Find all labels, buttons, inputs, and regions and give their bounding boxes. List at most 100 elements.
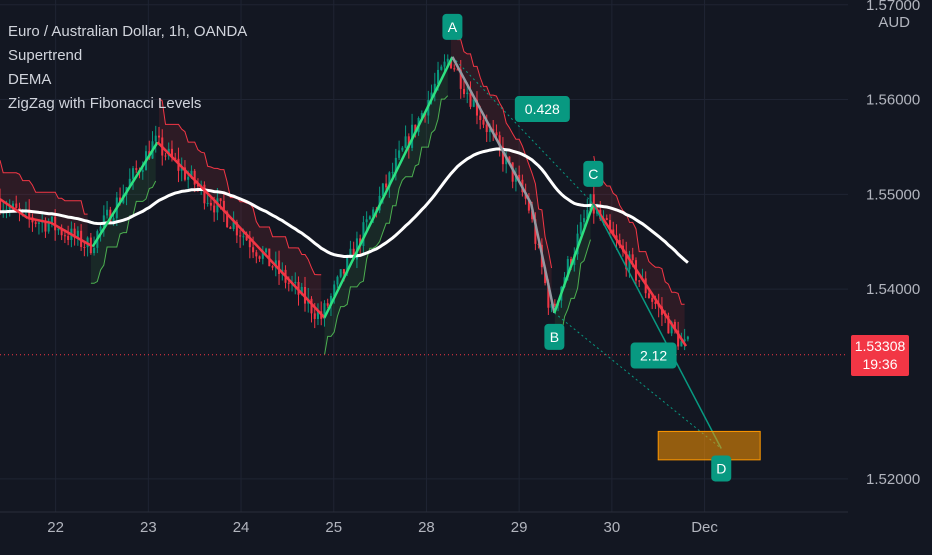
candle-body: [440, 66, 443, 70]
candle-body: [482, 120, 485, 125]
candle-body: [368, 216, 371, 220]
indicator-supertrend[interactable]: Supertrend: [8, 47, 83, 64]
candle-body: [518, 174, 521, 180]
candle-body: [437, 69, 440, 84]
candle-body: [547, 283, 550, 308]
pattern-label-a: A: [448, 19, 458, 35]
candle-body: [686, 336, 689, 340]
fib-line-bd: [554, 312, 722, 449]
candle-body: [346, 256, 349, 274]
candle-body: [365, 219, 368, 223]
candle-body: [93, 247, 96, 254]
candle-body: [252, 247, 255, 253]
candle-body: [407, 136, 410, 148]
pattern-label-b: B: [550, 329, 559, 345]
candle-body: [141, 170, 144, 172]
candle-body: [226, 211, 229, 228]
zigzag-segment: [592, 203, 688, 347]
supertrend-down-line: [0, 160, 88, 215]
candle-body: [37, 222, 40, 224]
y-tick-label: 1.57000: [866, 0, 920, 14]
x-tick-label: 23: [140, 519, 157, 536]
pattern-label-b-bg: [544, 323, 565, 350]
zigzag-segment: [156, 141, 215, 200]
pattern-label-a-bg: [442, 13, 463, 40]
candle-body: [420, 113, 423, 119]
y-tick-label: 1.55000: [866, 186, 920, 203]
indicator-zigzag-fib[interactable]: ZigZag with Fibonacci Levels: [8, 95, 202, 112]
candle-body: [352, 248, 355, 260]
x-axis[interactable]: 22 23 24 25 28 29 30 Dec: [47, 519, 718, 536]
candle-body: [157, 135, 161, 138]
candle-body: [394, 157, 397, 173]
zigzag-segment: [529, 203, 556, 314]
candle-body: [673, 321, 676, 331]
candle-body: [333, 284, 336, 296]
supertrend-up-fill: [554, 202, 591, 336]
candle-body: [206, 202, 209, 204]
dema-line: [0, 147, 689, 264]
candle-body: [193, 170, 196, 185]
candle-body: [329, 295, 332, 306]
supertrend-down-line: [593, 156, 685, 305]
candle-body: [265, 248, 268, 253]
candle-body: [180, 167, 183, 171]
candle-body: [449, 58, 453, 69]
candle-body: [119, 197, 122, 203]
candle-body: [232, 222, 235, 230]
y-tick-label: 1.56000: [866, 92, 920, 109]
pattern-labels: A B C D 0.428 2.12: [442, 13, 732, 482]
candle-body: [372, 209, 375, 217]
candle-body: [414, 124, 417, 133]
candle-body: [239, 235, 242, 237]
candle-body: [5, 209, 8, 211]
candle-body: [381, 183, 384, 196]
x-tick-label: 24: [233, 519, 250, 536]
candle-body: [459, 69, 462, 89]
candle-body: [531, 210, 534, 220]
candle-body: [404, 136, 407, 148]
candle-body: [213, 205, 216, 213]
zigzag-segment: [50, 221, 94, 248]
target-zone-rect: [657, 430, 761, 461]
pattern-label-d-bg: [711, 455, 732, 482]
candle-body: [469, 92, 472, 107]
supertrend-down-line: [158, 98, 322, 276]
zigzag-segment: [0, 198, 29, 220]
candle-body: [453, 68, 456, 70]
fib-line-ac: [452, 56, 594, 205]
candle-body: [73, 228, 76, 238]
y-axis[interactable]: 1.57000 1.56000 1.55000 1.54000 1.52000: [866, 0, 920, 488]
candle-body: [498, 135, 501, 147]
candle-body: [258, 256, 261, 259]
candle-body: [631, 254, 634, 261]
candle-body: [287, 282, 290, 284]
chart-title[interactable]: Euro / Australian Dollar, 1h, OANDA: [8, 23, 248, 40]
x-tick-label: 22: [47, 519, 64, 536]
chart-legend: Euro / Australian Dollar, 1h, OANDA Supe…: [8, 20, 247, 116]
candle-body: [278, 260, 281, 275]
pattern-label-c: C: [588, 166, 598, 182]
indicator-dema[interactable]: DEMA: [8, 71, 52, 88]
candle-body: [255, 252, 258, 257]
candle-body: [579, 222, 582, 234]
candle-body: [57, 228, 60, 231]
candle-body: [60, 228, 63, 236]
supertrend-down-line: [450, 29, 553, 269]
candle-body: [475, 99, 478, 116]
price-unit-label[interactable]: AUD: [878, 14, 910, 31]
candle-body: [511, 162, 514, 182]
candle-body: [28, 209, 31, 218]
candle-body: [339, 269, 342, 277]
candle-body: [0, 199, 2, 212]
fib-lines: [0, 56, 848, 449]
candle-body: [18, 208, 21, 211]
candle-body: [170, 148, 173, 158]
candle-body: [527, 198, 530, 211]
candle-body: [248, 240, 251, 248]
candle-body: [456, 69, 459, 71]
candle-body: [154, 135, 157, 142]
candle-body: [589, 194, 592, 210]
